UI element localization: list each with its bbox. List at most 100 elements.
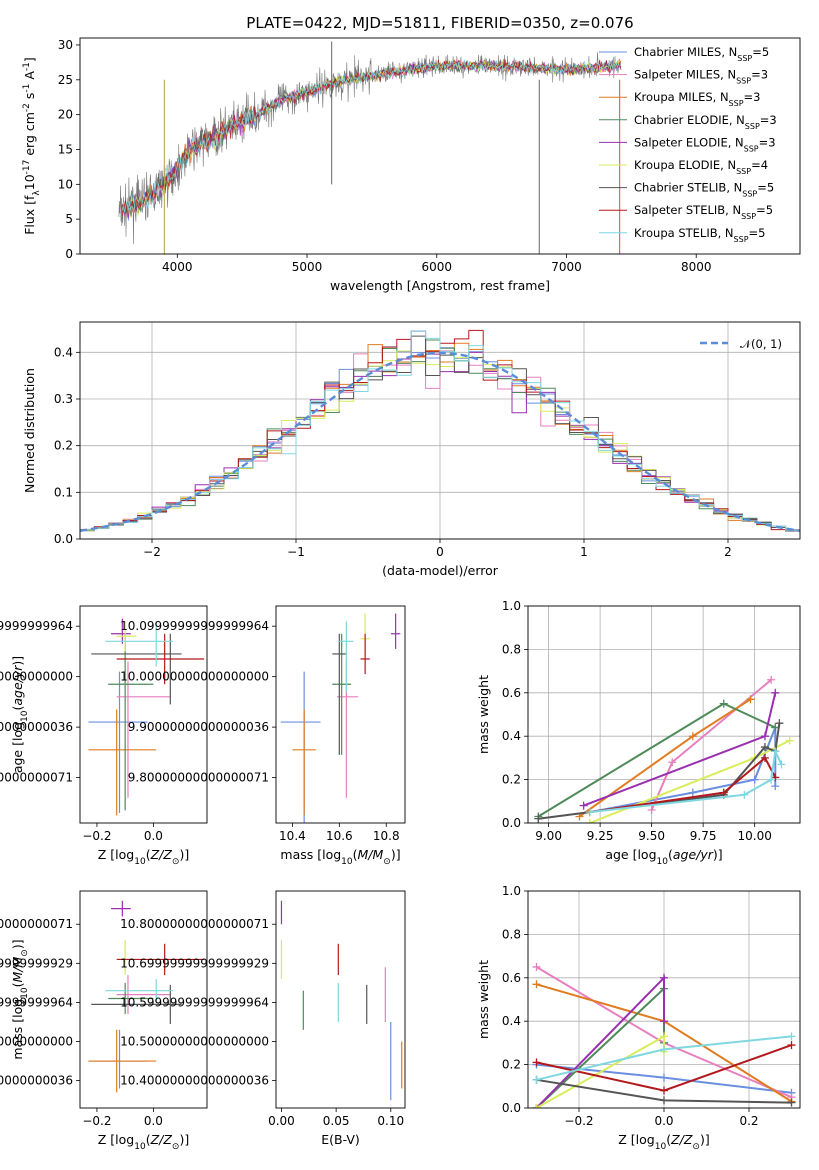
weight-point-marker (668, 758, 677, 767)
x-tick-label: −1 (287, 545, 305, 559)
errorbar-kroupa-miles (88, 709, 157, 816)
y-tick-label: 10.69999999999999929 (0, 956, 73, 970)
label-run: age/yr (10, 665, 25, 706)
normal-reference-curve (80, 351, 800, 532)
y-tick-label: 10.00000000000000000 (120, 670, 269, 684)
plot-area (280, 613, 401, 823)
legend-entry-label: Salpeter ELODIE, NSSP=3 (634, 135, 776, 153)
label-run: -1 (22, 84, 32, 93)
axes-frame-group: −2 −1 0 1 2 0.0 0.1 0.2 0.3 0.4 (data-model)/error… (22, 321, 801, 578)
errorbar-salpeter-stelib (116, 633, 205, 685)
label-run: Flux [f (22, 195, 37, 235)
weight-point-marker (787, 1041, 796, 1050)
legend-subscript: SSP (744, 144, 759, 153)
x-tick-label: 9.75 (690, 829, 717, 843)
legend-subscript: SSP (745, 121, 760, 130)
x-tick-label: 9.50 (638, 829, 665, 843)
x-axis-label: Z [log10(Z/Z⊙)] (98, 847, 189, 867)
label-run: ( (146, 847, 151, 862)
weight-point-marker (532, 962, 541, 971)
label-run: )] (10, 939, 25, 949)
label-run: 10 (657, 857, 669, 867)
axes-frame (79, 37, 801, 255)
weight-point-marker (688, 788, 697, 797)
label-run: mass [log (280, 847, 341, 862)
x-tick-label: −0.2 (82, 829, 111, 843)
weight-point-marker (777, 760, 786, 769)
label-run: A (22, 71, 37, 84)
age-vs-mass-panel: 10.4 10.6 10.8 9.80000000000000071 9.9000000… (120, 605, 406, 867)
label-run: 10 (655, 1142, 667, 1152)
legend-entry-label: Chabrier STELIB, NSSP=5 (634, 181, 774, 199)
x-tick-label: 1 (580, 545, 588, 559)
label-run: Z/Z (670, 1132, 693, 1147)
legend-entry-label: Salpeter STELIB, NSSP=5 (634, 203, 773, 221)
y-tick-label: 0.6 (502, 686, 521, 700)
weight-point-marker (660, 1045, 668, 1054)
y-tick-label: 10.00000000000000000 (0, 670, 73, 684)
legend-subscript: SSP (741, 212, 756, 221)
errorbar-chabrier-miles (88, 671, 148, 813)
legend-text: =4 (751, 158, 768, 172)
weight-series-salpeter-stelib (532, 1041, 796, 1095)
errorbar-salpeter-elodie (111, 900, 131, 917)
y-tick-label: 15 (58, 142, 73, 156)
x-tick-label: 10.6 (326, 829, 353, 843)
weight-point-marker (740, 790, 749, 799)
legend-text: Salpeter ELODIE, N (634, 135, 744, 149)
errorbar-kroupa-stelib (105, 978, 174, 1003)
y-tick-label: 10.09999999999999964 (0, 619, 73, 633)
errorbar-kroupa-stelib (339, 621, 354, 692)
label-run: erg cm (22, 112, 37, 160)
y-axis-label: Normed distribution (22, 368, 37, 493)
errorbar-kroupa-elodie (116, 621, 137, 652)
weight-point-marker (719, 788, 728, 797)
errorbar-salpeter-miles (336, 661, 359, 798)
axes-frame-group: −0.2 0.0 9.80000000000000071 9.900000000000… (0, 605, 208, 867)
weight-series-kroupa-stelib (585, 747, 786, 817)
legend-entry-label: Kroupa ELODIE, NSSP=4 (634, 158, 768, 176)
weight-vs-metallicity-panel: −0.2 0.0 0.2 0.0 0.2 0.4 0.6 0.8 1.0 Z [log10(Z/Z… (476, 884, 801, 1152)
y-axis-label: age [log10(age/yr)] (10, 656, 30, 773)
errorbar-chabrier-elodie (108, 982, 154, 1015)
weight-series-line (535, 975, 665, 1108)
label-run: 10 (134, 1142, 146, 1152)
legend-text: Chabrier STELIB, N (634, 181, 742, 195)
y-tick-label: 1.0 (502, 884, 521, 898)
y-tick-label: 30 (58, 38, 73, 52)
weight-series-salpeter-stelib (585, 753, 780, 817)
label-run: ( (10, 982, 25, 987)
y-tick-label: 0.0 (502, 816, 521, 830)
x-tick-label: −2 (143, 545, 161, 559)
weight-point-marker (534, 814, 543, 823)
weight-point-marker (579, 801, 588, 810)
y-tick-label: 0.2 (54, 439, 73, 453)
label-run: ⊙ (692, 1142, 700, 1152)
weight-point-marker (660, 973, 668, 982)
legend-subscript: SSP (736, 76, 751, 85)
weight-point-marker (688, 732, 697, 741)
x-axis-label: mass [log10(M/M⊙)] (280, 847, 400, 867)
y-tick-label: 10.80000000000000071 (120, 917, 269, 931)
x-axis-label: Z [log10(Z/Z⊙)] (618, 1132, 709, 1152)
axes-frame-group: −0.2 0.0 10.40000000000000036 10.5000000000… (0, 890, 208, 1152)
weight-point-marker (760, 743, 769, 752)
legend-text: =5 (757, 181, 774, 195)
axes-frame-group: 4000 5000 6000 7000 8000 0 5 10 15 20 25 30 waveleng… (22, 37, 801, 293)
label-run: Z [log (618, 1132, 654, 1147)
plot-area (88, 618, 205, 816)
x-tick-label: 8000 (681, 260, 712, 274)
plot-area (534, 675, 794, 823)
label-run: λ (32, 190, 42, 196)
errorbar-chabrier-miles (280, 671, 321, 823)
legend-subscript: SSP (742, 189, 757, 198)
x-axis-label: E(B-V) (321, 1132, 360, 1147)
y-tick-label: 10.80000000000000071 (0, 917, 73, 931)
residuals-legend: 𝒩(0, 1) (700, 337, 782, 351)
axes-frame (527, 605, 801, 824)
label-run: -2 (22, 103, 32, 112)
weight-point-marker (771, 688, 780, 697)
y-tick-label: 10.59999999999999964 (0, 995, 73, 1009)
legend-text: Chabrier MILES, N (634, 45, 737, 59)
